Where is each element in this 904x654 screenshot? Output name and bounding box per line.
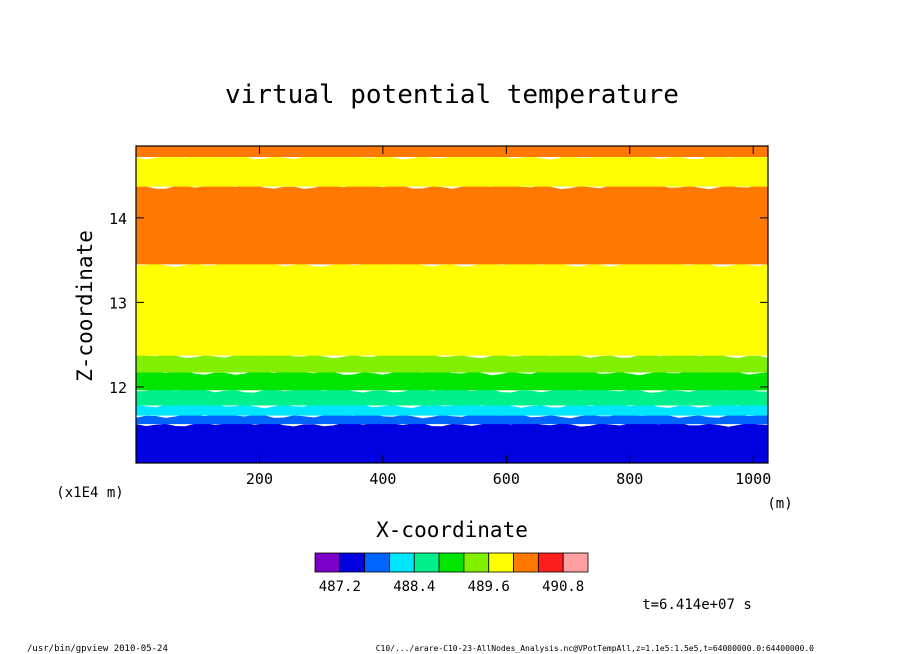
contour-band bbox=[136, 413, 768, 425]
y-tick-label: 14 bbox=[109, 210, 127, 228]
y-tick-label: 12 bbox=[109, 379, 127, 397]
colorbar-swatch bbox=[513, 552, 539, 573]
y-axis-label: Z-coordinate bbox=[73, 230, 97, 382]
colorbar: 487.2 488.4 489.6 490.8 bbox=[314, 552, 589, 595]
colorbar-swatch bbox=[364, 552, 390, 573]
contour-band bbox=[136, 387, 768, 406]
axis-ticks: 200 400 600 800 1000 12 13 14 bbox=[109, 146, 771, 488]
y-tick-label: 13 bbox=[109, 294, 127, 312]
colorbar-swatch bbox=[562, 552, 589, 573]
contour-band bbox=[136, 421, 768, 463]
contour-band bbox=[136, 369, 768, 391]
contour-band bbox=[136, 402, 768, 416]
colorbar-swatch bbox=[463, 552, 490, 573]
x-tick-label: 1000 bbox=[735, 470, 771, 488]
x-axis-label: X-coordinate bbox=[376, 518, 528, 542]
colorbar-swatch bbox=[488, 552, 514, 573]
x-tick-label: 800 bbox=[616, 470, 643, 488]
contour-band bbox=[136, 353, 768, 373]
contour-band bbox=[136, 183, 768, 265]
footer-left: /usr/bin/gpview 2010-05-24 bbox=[27, 644, 168, 654]
x-tick-label: 400 bbox=[369, 470, 396, 488]
colorbar-label: 490.8 bbox=[542, 579, 584, 595]
y-axis-unit: (x1E4 m) bbox=[56, 485, 123, 501]
colorbar-swatch bbox=[339, 552, 366, 573]
colorbar-label: 489.6 bbox=[468, 579, 510, 595]
colorbar-swatch bbox=[438, 552, 465, 573]
contour-band bbox=[136, 261, 768, 356]
footer-right: C10/.../arare-C10-23-AllNodes_Analysis.n… bbox=[376, 644, 814, 653]
colorbar-swatch bbox=[389, 552, 415, 573]
plot-area bbox=[136, 146, 768, 463]
x-tick-label: 200 bbox=[246, 470, 273, 488]
colorbar-swatch bbox=[413, 552, 440, 573]
colorbar-swatch bbox=[314, 552, 341, 573]
contour-band bbox=[136, 146, 768, 157]
colorbar-label: 487.2 bbox=[319, 579, 361, 595]
colorbar-swatch bbox=[537, 552, 564, 573]
x-tick-label: 600 bbox=[493, 470, 520, 488]
x-axis-unit: (m) bbox=[767, 496, 792, 512]
colorbar-label: 488.4 bbox=[393, 579, 435, 595]
plot-frame bbox=[135, 145, 769, 464]
chart-title: virtual potential temperature bbox=[225, 80, 679, 110]
time-label: t=6.414e+07 s bbox=[642, 597, 752, 613]
contour-band bbox=[136, 154, 768, 187]
